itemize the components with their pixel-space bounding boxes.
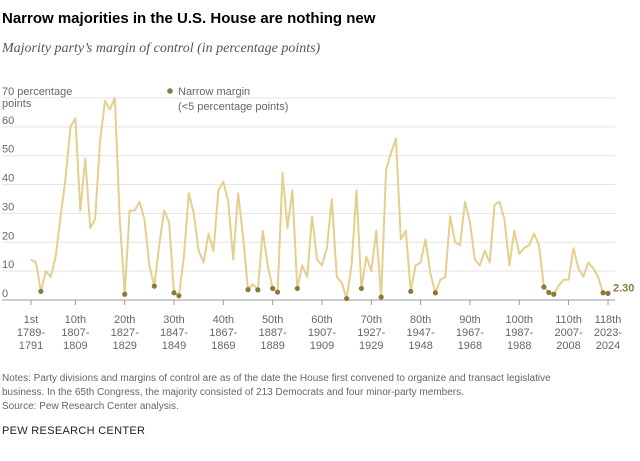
x-tick-label: 70th [361,314,382,326]
y-tick-label: 10 [2,259,14,271]
narrow-dot [176,293,182,299]
y-tick-label: 60 [2,115,14,127]
legend-marker [167,88,173,94]
narrow-dot [358,285,365,292]
note: Notes: Party divisions and margins of co… [2,373,551,384]
x-tick-label: 1887- [259,327,287,339]
legend-label: (<5 percentage points) [178,101,288,113]
x-tick-label: 2024 [596,340,620,352]
credit: PEW RESEARCH CENTER [2,425,145,437]
narrow-dot [551,291,557,297]
y-tick-label: 30 [2,201,14,213]
narrow-dot [255,287,261,293]
x-tick-label: 1948 [408,340,432,352]
narrow-dot [294,285,300,292]
x-tick-label: 80th [410,314,431,326]
x-tick-label: 30th [163,314,184,326]
narrow-dot [600,290,606,296]
x-tick-label: 1809 [63,340,87,352]
y-tick-label: 70 percentage [2,86,72,98]
x-tick-label: 1827- [111,327,139,339]
source: Source: Pew Research Center analysis. [2,401,179,412]
x-tick-label: 1988 [507,340,531,352]
x-tick-label: 1967- [456,327,484,339]
narrow-dot [122,291,128,297]
narrow-dot [274,289,281,295]
x-tick-label: 20th [114,314,135,326]
x-tick-label: 118th [595,314,622,326]
end-label: 2.30 [613,282,634,294]
narrow-dot [378,294,384,300]
x-tick-label: 1987- [505,327,533,339]
narrow-dot [605,290,611,296]
x-tick-label: 2008 [556,340,580,352]
x-tick-label: 1867- [209,327,237,339]
x-tick-label: 1791 [19,340,43,352]
y-tick-label: 20 [2,230,14,242]
x-tick-label: 60th [311,314,332,326]
narrow-dot [245,287,251,293]
x-tick-label: 1849 [162,340,186,352]
x-tick-label: 1829 [112,340,136,352]
narrow-dot [38,288,44,294]
x-tick-label: 50th [262,314,283,326]
x-tick-label: 1st [24,314,39,326]
x-tick-label: 90th [459,314,480,326]
narrow-dot [270,285,276,292]
x-tick-label: 100th [505,314,533,326]
x-tick-label: 1889 [260,340,284,352]
x-tick-label: 2023- [594,327,622,339]
x-tick-label: 1807- [61,327,89,339]
narrow-dot [541,284,547,290]
x-tick-label: 10th [65,314,86,326]
data-line [30,97,609,300]
chart-subtitle: Majority party’s margin of control (in p… [1,41,321,56]
x-tick-label: 40th [213,314,234,326]
narrow-dot [408,288,414,294]
x-tick-label: 1907- [308,327,336,339]
x-tick-label: 1968 [458,340,482,352]
x-tick-label: 1927- [357,327,385,339]
y-tick-label: 50 [2,144,14,156]
chart-title: Narrow majorities in the U.S. House are … [2,10,376,27]
x-tick-label: 1909 [310,340,334,352]
narrow-dot [546,289,552,296]
legend-label: Narrow margin [178,86,250,98]
x-tick-label: 110th [555,314,582,326]
narrow-dot [432,290,438,296]
x-tick-label: 1947- [407,327,435,339]
x-tick-label: 1869 [211,340,235,352]
x-tick-label: 1789- [17,327,45,339]
note: business. In the 65th Congress, the majo… [2,387,464,398]
y-tick-label: 0 [2,288,8,300]
x-tick-label: 2007- [554,327,582,339]
x-tick-label: 1847- [160,327,188,339]
y-tick-label: 40 [2,173,14,185]
y-tick-label: points [2,98,32,110]
narrow-dot [151,283,157,289]
narrow-dot [344,295,350,302]
x-tick-label: 1929 [359,340,383,352]
narrow-dot [171,290,177,296]
